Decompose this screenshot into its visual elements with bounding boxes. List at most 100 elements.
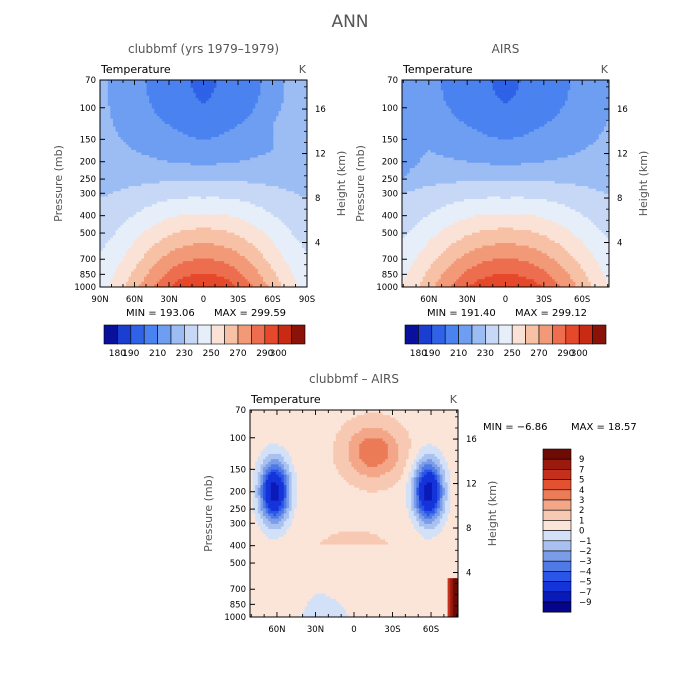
pressure-tick-label: 500 [80,229,96,239]
variable-label: Temperature [402,63,473,76]
pressure-tick-label: 400 [80,212,96,222]
colorbar-swatch [542,458,572,470]
height-tick-label: 8 [617,194,622,204]
lat-tick-label: 60S [423,625,439,635]
pressure-tick-label: 500 [230,559,246,569]
pressure-tick-label: 700 [80,255,96,265]
colorbar-swatch [157,324,172,345]
height-tick-label: 4 [315,239,320,249]
lat-tick-label: 60S [574,295,590,305]
colorbar-label: −2 [579,547,592,557]
height-tick-label: 16 [315,105,326,115]
colorbar-label: 180 [109,349,126,359]
colorbar-swatch [511,324,526,345]
colorbar-swatch [525,324,540,345]
pressure-tick-label: 70 [85,76,96,86]
colorbar-label: 290 [256,349,273,359]
lat-tick-label: 30S [384,625,400,635]
colorbar-swatch [542,448,572,460]
lat-tick-label: 90N [91,295,108,305]
y-axis-label-height: Height (km) [335,151,348,217]
pressure-tick-label: 250 [230,505,246,515]
panel-title: clubbmf (yrs 1979–1979) [128,42,279,56]
colorbar-swatch [103,324,118,345]
colorbar-label: 290 [557,349,574,359]
height-tick-label: 12 [315,150,326,160]
lat-tick-label: 60S [264,295,280,305]
colorbar-swatch [552,324,567,345]
height-tick-label: 4 [466,569,471,579]
lat-tick-label: 60N [268,625,285,635]
colorbar-label: −7 [579,588,592,598]
colorbar-label: 210 [450,349,467,359]
colorbar-label: 210 [149,349,166,359]
colorbar-label: −5 [579,578,592,588]
y-axis-label-pressure: Pressure (mb) [52,145,65,222]
pressure-tick-label: 700 [382,255,398,265]
panel-title: AIRS [492,42,520,56]
axes-model: 70 100 150 200 250 300 400 500 700 850 1000 4 8 12 16 9… [52,42,348,305]
pressure-tick-label: 100 [382,104,398,114]
height-tick-label: 12 [617,150,628,160]
pressure-tick-label: 1000 [224,613,246,623]
colorbar-swatch [404,324,419,345]
colorbar-swatch [542,571,572,582]
pressure-tick-label: 1000 [376,283,398,293]
colorbar-swatch [542,550,572,562]
pressure-tick-label: 500 [382,229,398,239]
colorbar-swatch [542,581,572,593]
y-axis-label-pressure: Pressure (mb) [202,475,215,552]
lat-tick-label: 30N [160,295,177,305]
colorbar-swatch [498,324,513,345]
pressure-tick-label: 250 [382,175,398,185]
height-tick-label: 8 [466,524,471,534]
colorbar-label: 1 [579,516,584,526]
colorbar-swatch [538,324,553,345]
colorbar-label: 300 [270,349,287,359]
colorbar-swatch [542,591,572,603]
colorbar-swatch [210,324,225,345]
y-axis-label-pressure: Pressure (mb) [354,145,367,222]
contour-field-obs [402,80,609,287]
colorbar-swatch [130,324,145,345]
height-tick-label: 8 [315,194,320,204]
axes-diff: 70 100 150 200 250 300 400 500 700 850 1000 4 8 12 16 6… [202,372,499,635]
pressure-tick-label: 150 [80,135,96,145]
colorbar-label: 270 [530,349,547,359]
min-label: MIN = 191.40 [427,308,496,319]
pressure-tick-label: 300 [80,189,96,199]
height-tick-label: 16 [617,105,628,115]
colorbar-swatch [170,324,185,345]
colorbar-swatch [542,520,572,531]
units-label: K [450,393,458,406]
colorbar-label: 180 [410,349,427,359]
colorbar-label: 0 [579,527,584,537]
lat-tick-label: 30S [230,295,246,305]
panel-title: clubbmf – AIRS [309,372,399,386]
units-label: K [299,63,307,76]
colorbar-swatch [264,324,279,345]
max-label: MAX = 299.59 [214,308,286,319]
colorbar-swatch [277,324,292,345]
colorbar-label: 190 [122,349,139,359]
pressure-tick-label: 200 [80,158,96,168]
colorbar-swatch [143,324,158,345]
colorbar-label: 2 [579,506,584,516]
colorbar-swatch [117,324,132,345]
lat-tick-label: 0 [351,625,356,635]
figure-title: ANN [331,12,368,32]
contour-field-model [100,80,307,287]
colorbar-label: 190 [423,349,440,359]
colorbar-swatch [237,324,252,345]
colorbar-swatch [542,489,572,501]
colorbar-swatch [444,324,459,345]
colorbar-swatch [485,324,500,345]
axes-obs: 70 100 150 200 250 300 400 500 700 850 1000 4 8 12 16 6… [354,42,650,305]
pressure-tick-label: 150 [230,465,246,475]
lat-tick-label: 60N [126,295,143,305]
colorbar-label: −4 [579,567,592,577]
max-label: MAX = 299.12 [515,308,587,319]
